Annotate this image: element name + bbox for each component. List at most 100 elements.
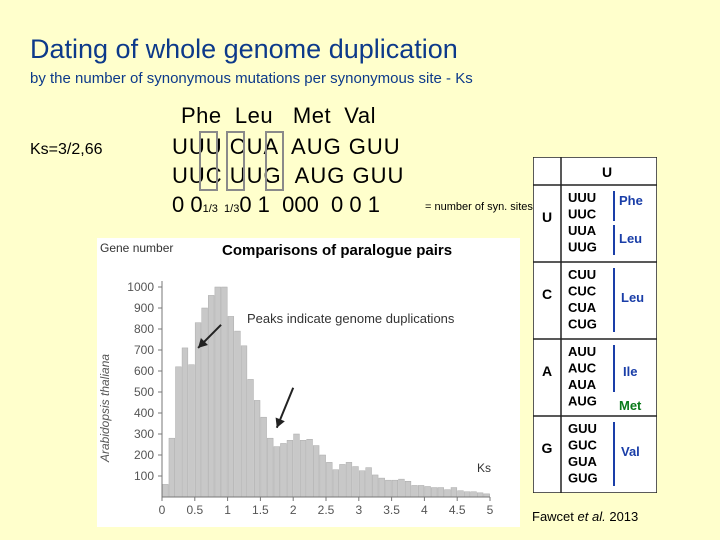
ks-histogram: Gene number Comparisons of paralogue pair… bbox=[98, 241, 494, 517]
histogram-bar bbox=[293, 433, 300, 498]
histogram-bar bbox=[201, 307, 208, 498]
slide-title: Dating of whole genome duplication bbox=[30, 34, 458, 64]
peak-arrow bbox=[275, 387, 295, 429]
x-tick-label: 1 bbox=[224, 503, 231, 517]
syn-sites-c: 1/3 bbox=[224, 203, 240, 215]
amino-acid-label: Ile bbox=[623, 364, 637, 379]
histogram-bar bbox=[273, 446, 280, 498]
syn-sites-row: 0 01/3 1/30 1 000 0 0 1 bbox=[172, 192, 380, 218]
y-tick-label: 200 bbox=[134, 448, 154, 462]
y-tick-label: 100 bbox=[134, 469, 154, 483]
histogram-bar bbox=[431, 487, 438, 498]
histogram-bar bbox=[326, 462, 333, 498]
x-axis-label: Ks bbox=[477, 461, 491, 475]
histogram-bar bbox=[378, 477, 385, 498]
amino-acid-label: Leu bbox=[621, 290, 644, 305]
x-tick-label: 4 bbox=[421, 503, 428, 517]
histogram-bar bbox=[477, 492, 484, 498]
histogram-bar bbox=[175, 366, 182, 498]
histogram-bar bbox=[470, 491, 477, 498]
y-tick-label: 900 bbox=[134, 301, 154, 315]
citation-etal: et al. bbox=[577, 509, 606, 524]
chart-title: Comparisons of paralogue pairs bbox=[222, 242, 452, 259]
histogram-bar bbox=[286, 440, 294, 498]
y-tick-label: 800 bbox=[134, 322, 154, 336]
histogram-bar bbox=[234, 330, 241, 498]
histogram-bar bbox=[352, 466, 359, 498]
histogram-bar bbox=[385, 479, 392, 498]
y-tick-label: 500 bbox=[134, 385, 154, 399]
amino-acid-label: Met bbox=[619, 398, 642, 413]
codon: UUU bbox=[568, 190, 596, 205]
codon: UUA bbox=[568, 223, 597, 238]
x-tick-label: 4.5 bbox=[449, 503, 466, 517]
syn-sites-note: = number of syn. sites bbox=[425, 201, 533, 213]
codon-first-base: C bbox=[542, 286, 552, 302]
y-tick-label: 600 bbox=[134, 364, 154, 378]
citation-author: Fawcet bbox=[532, 509, 574, 524]
histogram-bar bbox=[404, 481, 412, 498]
codon: AUA bbox=[568, 377, 597, 392]
histogram-bar bbox=[240, 345, 248, 498]
y-tick-label: 400 bbox=[134, 406, 154, 420]
histogram-bar bbox=[221, 286, 228, 498]
syn-sites-a: 0 0 bbox=[172, 192, 203, 217]
citation: Fawcet et al. 2013 bbox=[532, 509, 638, 524]
histogram-bar bbox=[437, 487, 444, 498]
histogram-bar bbox=[319, 454, 326, 498]
histogram-bar bbox=[450, 487, 458, 498]
codon-row-2: UUC UUG AUG GUU bbox=[172, 163, 405, 188]
histogram-bar bbox=[444, 489, 451, 498]
codon: AUC bbox=[568, 361, 597, 376]
codon-table-frame bbox=[533, 157, 657, 493]
histogram-bar bbox=[424, 486, 431, 498]
histogram-bar bbox=[181, 347, 189, 498]
codon: GUA bbox=[568, 454, 598, 469]
codon-first-base: G bbox=[542, 440, 553, 456]
histogram-bar bbox=[306, 439, 313, 498]
amino-acid-label: Leu bbox=[619, 231, 642, 246]
histogram-bar bbox=[260, 416, 267, 498]
ks-formula: Ks=3/2,66 bbox=[30, 141, 103, 158]
codon: CUC bbox=[568, 284, 597, 299]
histogram-bar bbox=[417, 485, 425, 498]
codon: GUG bbox=[568, 471, 598, 486]
ks-histogram-panel: Gene number Comparisons of paralogue pair… bbox=[97, 238, 520, 527]
y-tick-label: 300 bbox=[134, 427, 154, 441]
codon: CUA bbox=[568, 300, 597, 315]
histogram-bar bbox=[267, 437, 274, 498]
citation-year: 2013 bbox=[609, 509, 639, 524]
codon: CUU bbox=[568, 267, 596, 282]
codon: GUU bbox=[568, 421, 597, 436]
histogram-bar bbox=[398, 478, 405, 498]
histogram-bar bbox=[372, 474, 379, 498]
histogram-bar bbox=[208, 295, 215, 498]
y-tick-label: 1000 bbox=[127, 280, 154, 294]
slide-subtitle: by the number of synonymous mutations pe… bbox=[30, 70, 473, 87]
histogram-bar bbox=[188, 364, 195, 498]
syn-sites-b: 1/3 bbox=[202, 203, 218, 215]
histogram-bar bbox=[162, 484, 169, 498]
codon-first-base: A bbox=[542, 363, 552, 379]
codon-table-header: U bbox=[602, 164, 612, 180]
syn-sites-d: 0 1 000 0 0 1 bbox=[239, 192, 380, 217]
histogram-bar bbox=[168, 437, 175, 498]
histogram-bar bbox=[227, 316, 235, 498]
codon-row-1: UUU CUA AUG GUU bbox=[172, 134, 401, 159]
codon: CUG bbox=[568, 317, 597, 332]
x-tick-label: 0 bbox=[159, 503, 166, 517]
histogram-bar bbox=[214, 286, 221, 498]
third-position-box-3 bbox=[265, 131, 284, 191]
histogram-bar bbox=[339, 464, 346, 498]
codon: GUC bbox=[568, 438, 598, 453]
histogram-bar bbox=[345, 462, 353, 498]
amino-acid-label: Val bbox=[621, 444, 640, 459]
histogram-bar bbox=[280, 443, 287, 498]
chart-annotation: Peaks indicate genome duplications bbox=[247, 311, 455, 326]
histogram-bar bbox=[365, 467, 372, 498]
histogram-bar bbox=[299, 440, 307, 498]
histogram-bar bbox=[253, 400, 261, 498]
x-tick-label: 2.5 bbox=[318, 503, 335, 517]
x-tick-label: 1.5 bbox=[252, 503, 269, 517]
y-header: Gene number bbox=[100, 241, 173, 255]
